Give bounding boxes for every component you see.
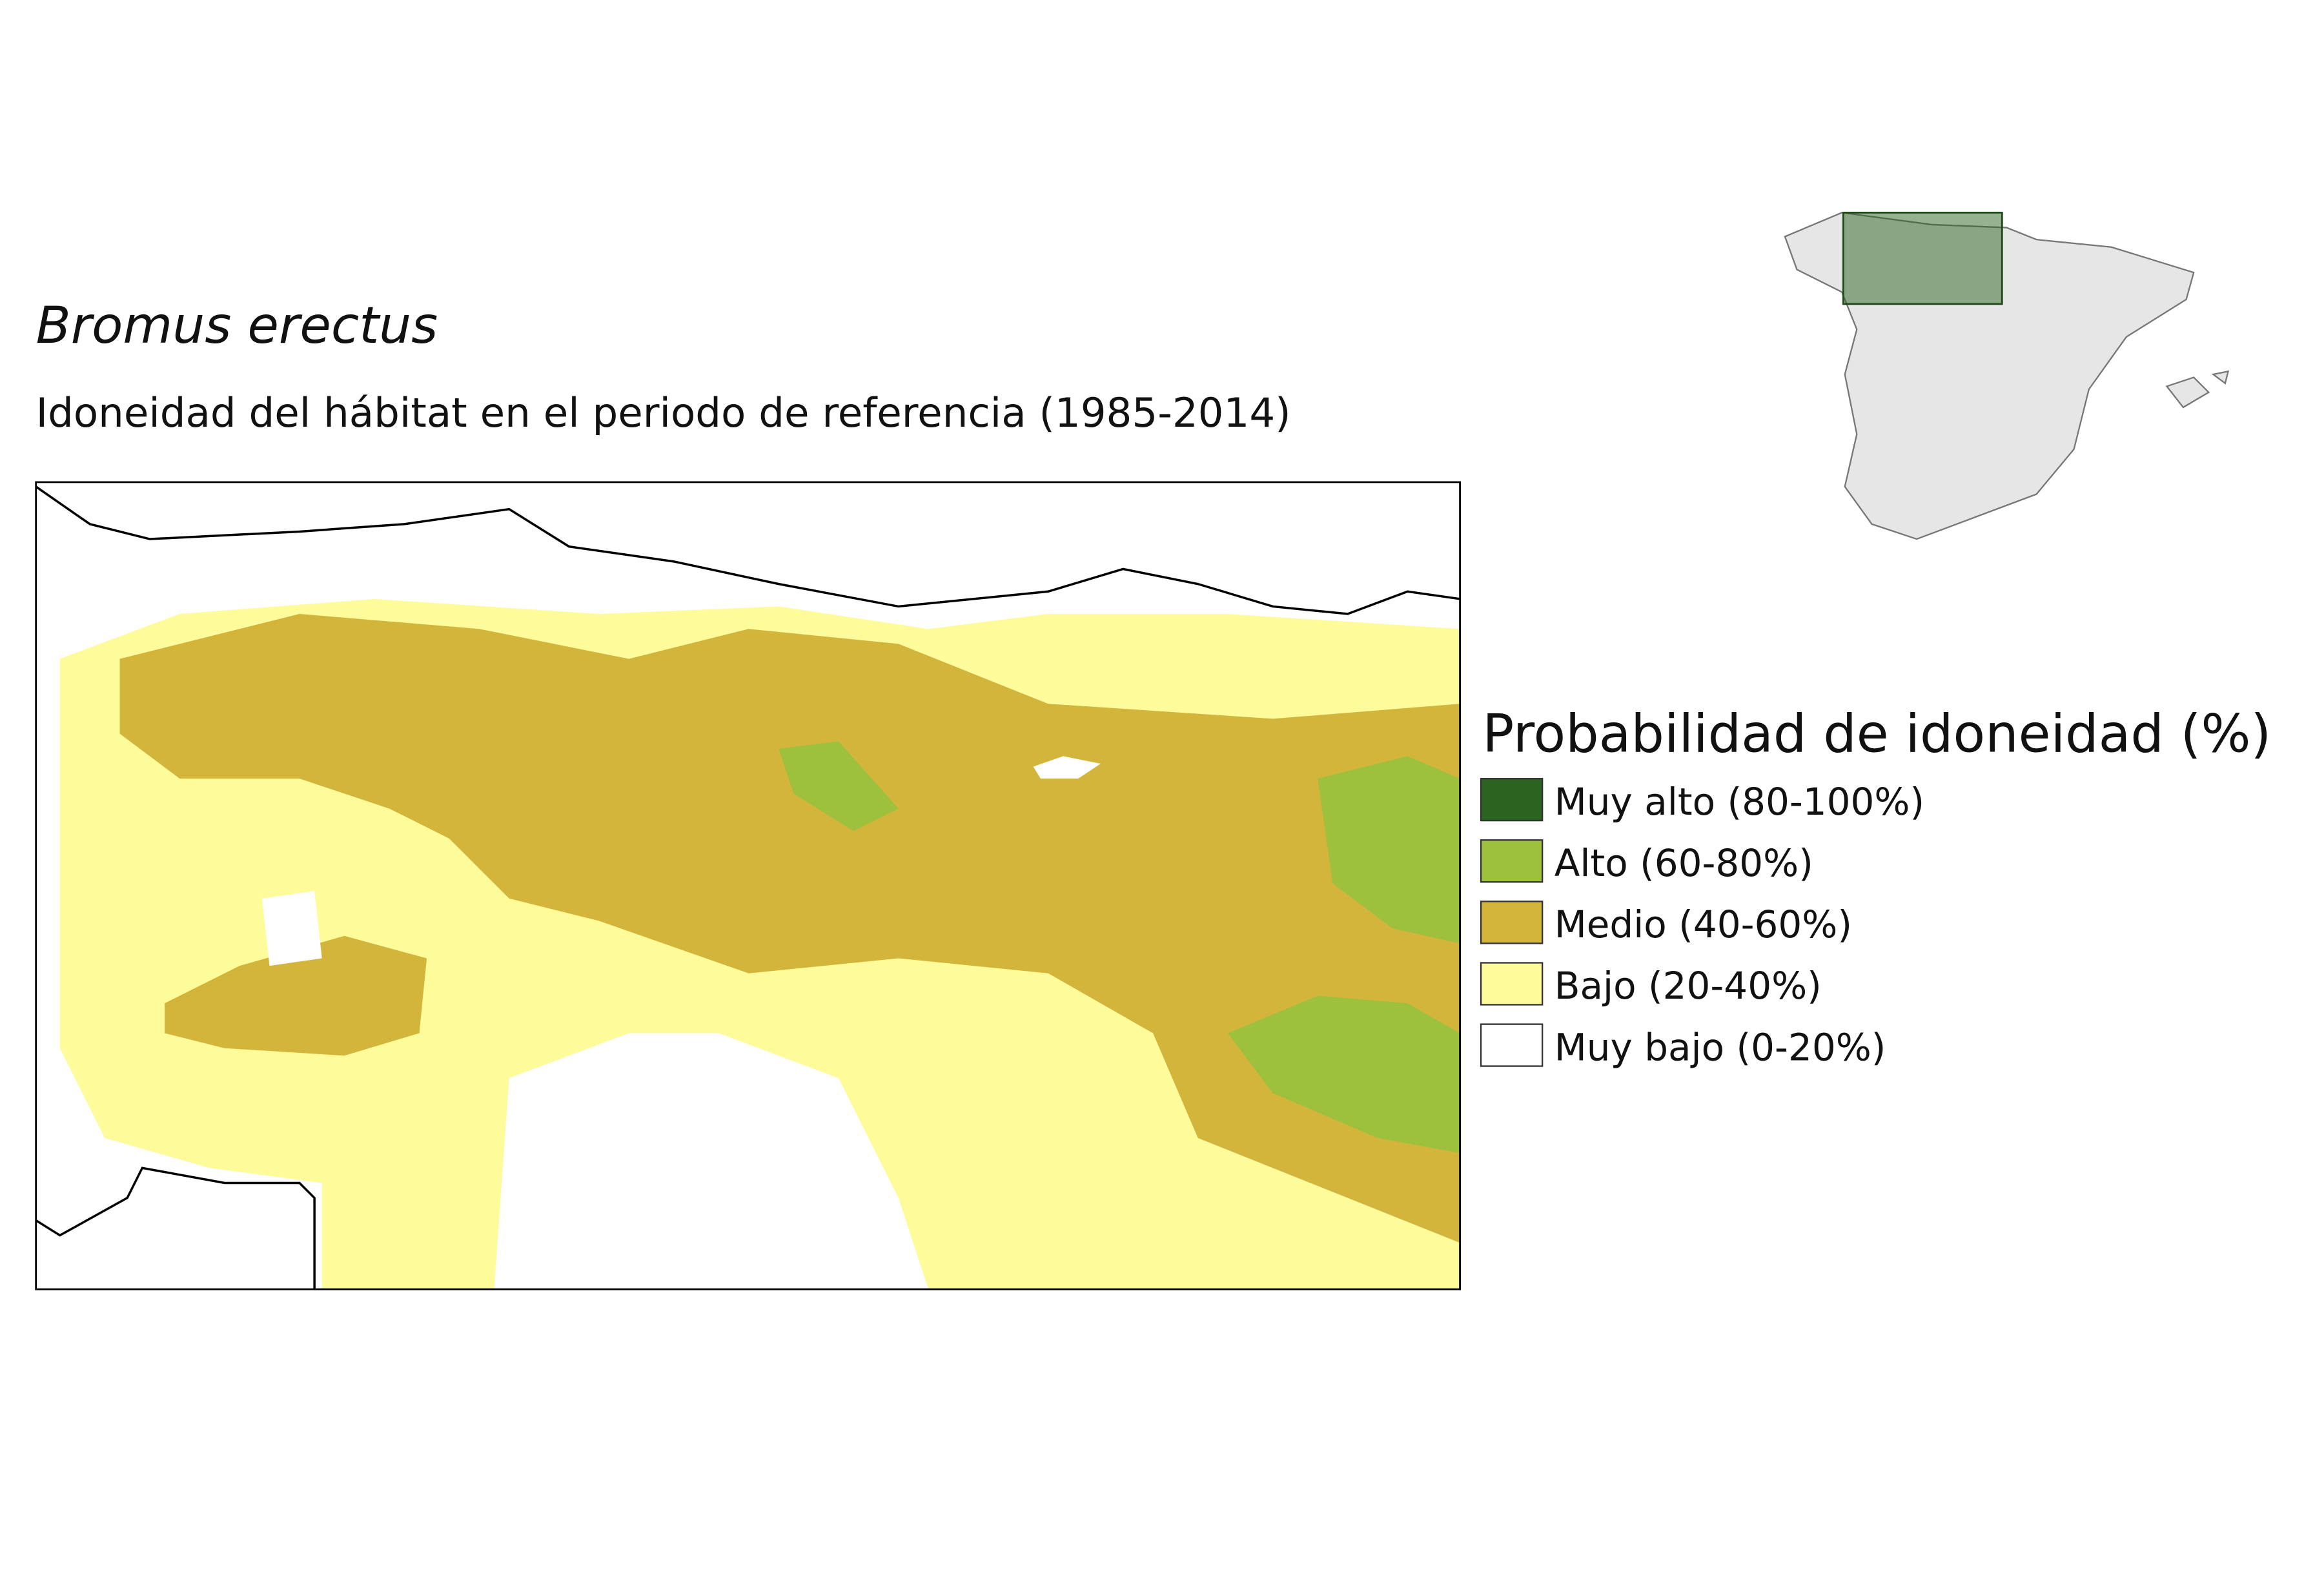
legend: Muy alto (80-100%) Alto (60-80%) Medio (40… — [1480, 778, 1924, 1069]
legend-label: Alto (60-80%) — [1554, 841, 1813, 885]
legend-label: Medio (40-60%) — [1554, 902, 1852, 946]
legend-label: Muy bajo (0-20%) — [1554, 1025, 1886, 1069]
legend-swatch — [1480, 901, 1544, 944]
habitat-map — [36, 482, 1460, 1290]
legend-swatch — [1480, 778, 1544, 822]
legend-label: Bajo (20-40%) — [1554, 964, 1822, 1008]
legend-swatch — [1480, 962, 1544, 1006]
legend-title: Probabilidad de idoneidad (%) — [1482, 704, 2271, 764]
legend-label: Muy alto (80-100%) — [1554, 780, 1924, 824]
legend-swatch — [1480, 1023, 1544, 1067]
subtitle: Idoneidad del hábitat en el periodo de r… — [36, 389, 1291, 436]
legend-swatch — [1480, 839, 1544, 883]
map-frame — [35, 481, 1461, 1290]
title: Bromus erectus — [36, 296, 438, 355]
inset-map — [1784, 211, 2230, 540]
